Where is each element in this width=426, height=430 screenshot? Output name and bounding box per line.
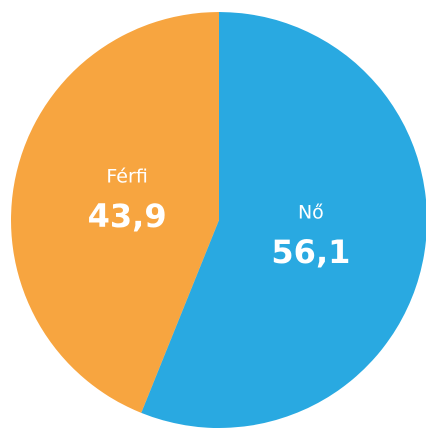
pie-slice — [10, 12, 220, 413]
slice-value: 43,9 — [88, 197, 167, 235]
pie-slice — [141, 12, 426, 428]
slice-name: Férfi — [106, 166, 147, 188]
slice-value: 56,1 — [271, 233, 350, 271]
slice-name: Nő — [298, 201, 324, 223]
